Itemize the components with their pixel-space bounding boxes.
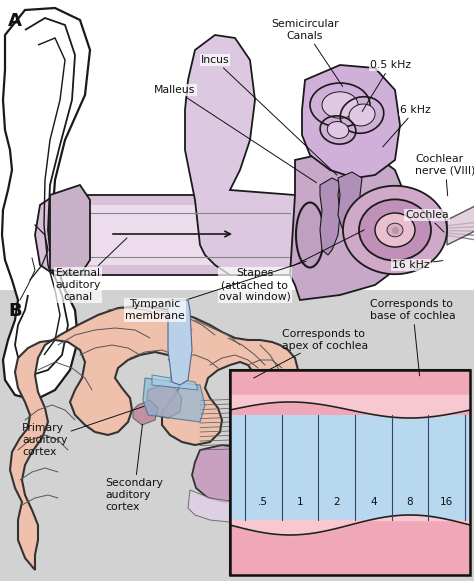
Text: A: A xyxy=(8,12,22,30)
Polygon shape xyxy=(338,172,362,232)
Ellipse shape xyxy=(322,92,358,118)
Text: 1: 1 xyxy=(297,497,303,507)
Text: 6 kHz: 6 kHz xyxy=(383,105,431,147)
Text: B: B xyxy=(8,302,22,320)
FancyBboxPatch shape xyxy=(0,290,474,581)
Text: 8: 8 xyxy=(407,497,413,507)
Ellipse shape xyxy=(375,213,415,247)
Polygon shape xyxy=(143,378,205,422)
Polygon shape xyxy=(55,205,312,265)
Polygon shape xyxy=(192,445,265,502)
Polygon shape xyxy=(147,385,182,418)
Polygon shape xyxy=(302,65,400,178)
FancyBboxPatch shape xyxy=(230,415,470,520)
Text: Cochlea: Cochlea xyxy=(405,210,448,232)
Polygon shape xyxy=(35,195,315,275)
Polygon shape xyxy=(152,375,198,390)
Text: Stapes
(attached to
oval window): Stapes (attached to oval window) xyxy=(219,230,365,302)
Polygon shape xyxy=(185,35,315,275)
Polygon shape xyxy=(358,205,376,232)
Polygon shape xyxy=(188,490,268,522)
Text: Corresponds to
base of cochlea: Corresponds to base of cochlea xyxy=(370,299,456,376)
Text: Malleus: Malleus xyxy=(155,85,317,182)
Polygon shape xyxy=(50,185,90,275)
Polygon shape xyxy=(168,300,192,385)
Ellipse shape xyxy=(343,186,447,274)
Text: Tympanic
membrane: Tympanic membrane xyxy=(125,261,306,321)
Polygon shape xyxy=(447,190,474,245)
Ellipse shape xyxy=(327,121,349,138)
Text: Incus: Incus xyxy=(201,55,337,175)
Text: 2: 2 xyxy=(333,497,340,507)
Text: Secondary
auditory
cortex: Secondary auditory cortex xyxy=(105,424,163,512)
Polygon shape xyxy=(133,400,158,425)
Text: Semicircular
Canals: Semicircular Canals xyxy=(271,19,343,87)
FancyBboxPatch shape xyxy=(230,520,470,575)
Polygon shape xyxy=(290,150,408,300)
Text: 4: 4 xyxy=(370,497,377,507)
Ellipse shape xyxy=(387,223,403,237)
FancyBboxPatch shape xyxy=(230,370,470,415)
Text: External
auditory
canal: External auditory canal xyxy=(55,238,127,302)
Polygon shape xyxy=(10,306,298,570)
Text: 16: 16 xyxy=(440,497,453,507)
Polygon shape xyxy=(320,178,340,255)
Text: Corresponds to
apex of cochlea: Corresponds to apex of cochlea xyxy=(254,329,368,378)
Polygon shape xyxy=(2,8,90,400)
Text: 16 kHz: 16 kHz xyxy=(392,260,443,270)
Ellipse shape xyxy=(296,203,324,267)
Text: Primary
auditory
cortex: Primary auditory cortex xyxy=(22,406,144,457)
Ellipse shape xyxy=(359,199,431,261)
Ellipse shape xyxy=(349,104,375,126)
FancyBboxPatch shape xyxy=(230,370,470,575)
Text: .5: .5 xyxy=(258,497,268,507)
Text: 0.5 kHz: 0.5 kHz xyxy=(362,60,411,112)
Text: Cochlear
nerve (VIII): Cochlear nerve (VIII) xyxy=(415,154,474,196)
Bar xyxy=(0,300,474,581)
